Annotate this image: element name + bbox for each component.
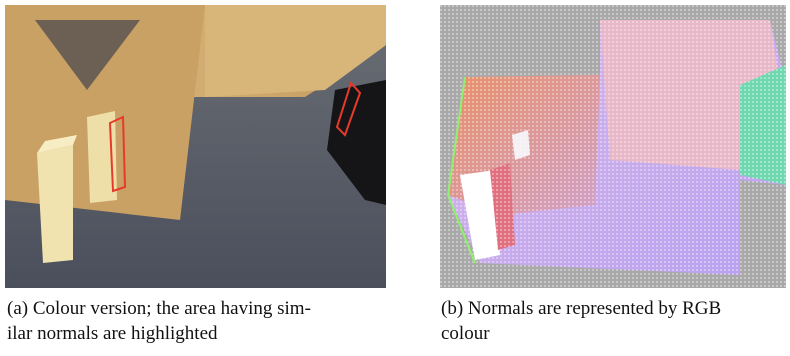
colour-image xyxy=(5,5,386,288)
caption-line: ilar normals are highlighted xyxy=(7,321,311,346)
figure-page: (a) Colour version; the area having sim-… xyxy=(0,0,790,356)
caption-line: (b) Normals are represented by RGB xyxy=(441,296,721,321)
caption-line: (a) Colour version; the area having sim- xyxy=(7,296,311,321)
caption-b: (b) Normals are represented by RGB colou… xyxy=(441,296,721,346)
caption-a: (a) Colour version; the area having sim-… xyxy=(7,296,311,346)
normals-image xyxy=(440,5,786,288)
caption-line: colour xyxy=(441,321,721,346)
